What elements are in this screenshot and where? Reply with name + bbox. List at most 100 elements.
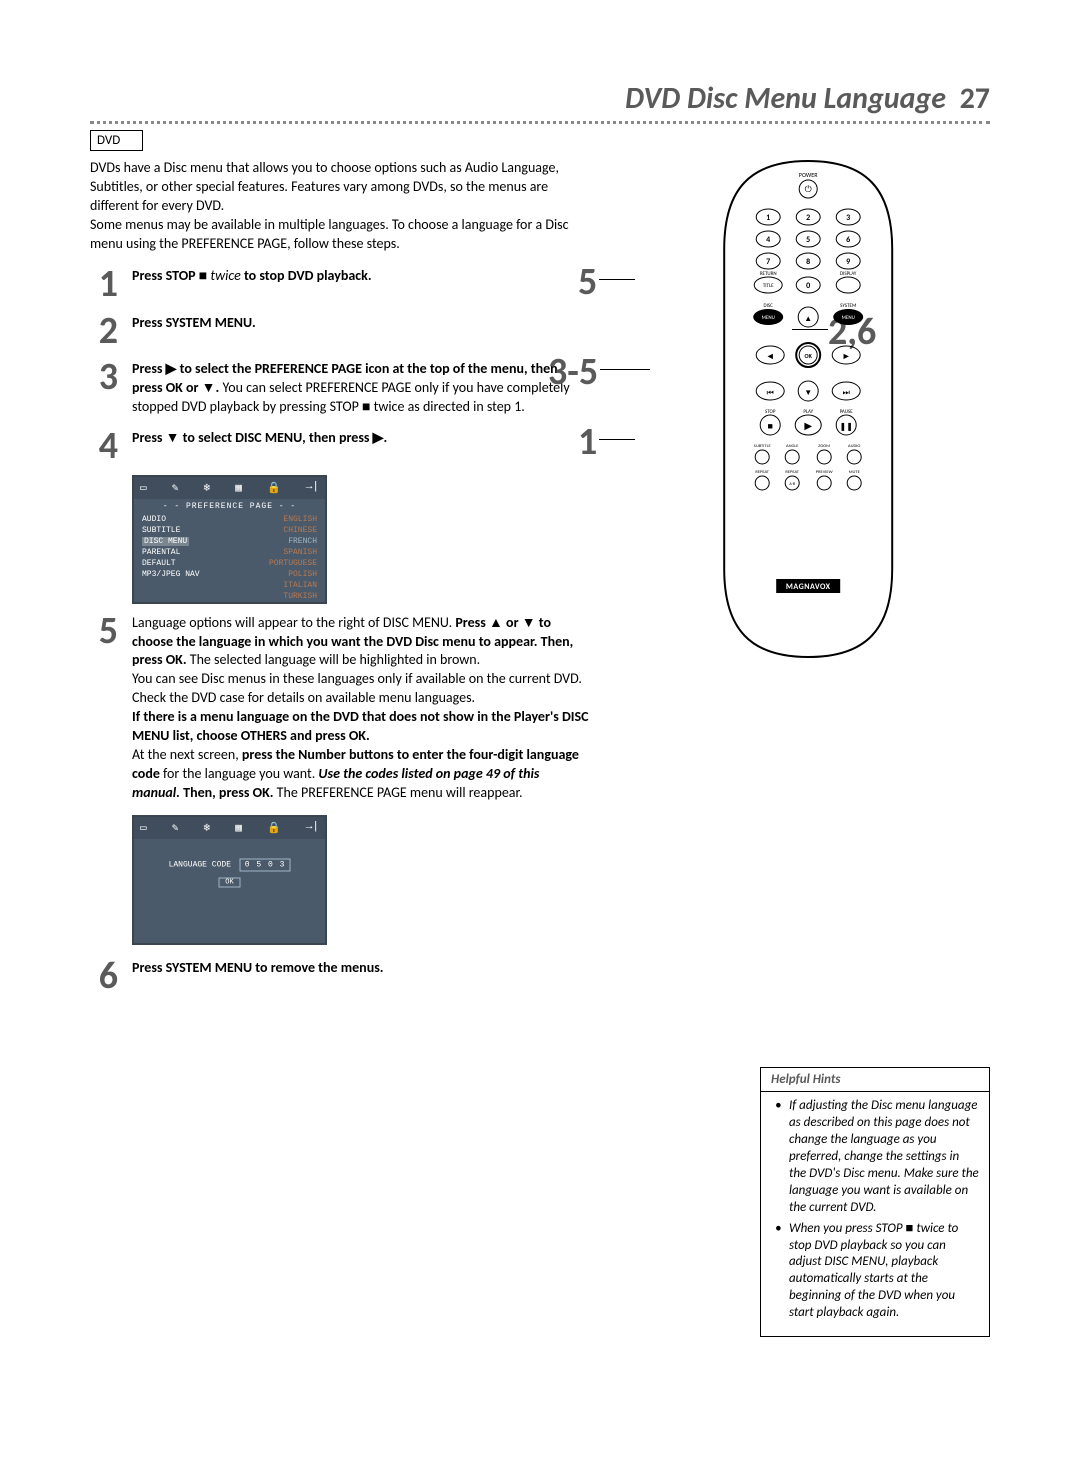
osd-row: PARENTALSPANISH xyxy=(134,547,325,558)
svg-text:■: ■ xyxy=(767,421,772,432)
svg-text:8: 8 xyxy=(806,257,810,267)
svg-text:▶: ▶ xyxy=(804,419,812,432)
osd-icon: 🔒 xyxy=(267,481,281,495)
step-3: 3Press ▶ to select the PREFERENCE PAGE i… xyxy=(90,360,590,417)
svg-text:POWER: POWER xyxy=(799,171,818,179)
svg-text:MUTE: MUTE xyxy=(849,470,861,475)
svg-text:DISC: DISC xyxy=(764,303,774,309)
osd-icon: ▭ xyxy=(140,481,147,495)
svg-text:◄: ◄ xyxy=(766,351,775,362)
osd-row: DISC MENUFRENCH xyxy=(134,536,325,547)
svg-text:MAGNAVOX: MAGNAVOX xyxy=(786,582,831,592)
hint-item: If adjusting the Disc menu language as d… xyxy=(781,1098,979,1216)
step-number: 4 xyxy=(90,429,118,463)
svg-text:SYSTEM: SYSTEM xyxy=(840,303,856,309)
svg-text:PREVIEW: PREVIEW xyxy=(816,470,833,475)
osd-row: AUDIOENGLISH xyxy=(134,514,325,525)
step-1: 1 Press STOP ■ twice to stop DVD playback… xyxy=(90,267,590,301)
helpful-hints-box: Helpful Hints If adjusting the Disc menu… xyxy=(760,1067,990,1337)
svg-text:REPEAT: REPEAT xyxy=(785,470,799,475)
page-number: 27 xyxy=(960,80,990,117)
svg-text:A-B: A-B xyxy=(789,482,795,487)
osd-icon: 🔒 xyxy=(267,821,281,835)
osd-preference-page: ▭✎❄▦🔒→|- - PREFERENCE PAGE - -AUDIOENGLI… xyxy=(132,475,327,604)
step-6: 6Press SYSTEM MENU to remove the menus. xyxy=(90,959,590,993)
svg-text:⏻: ⏻ xyxy=(805,184,812,195)
osd-row: SUBTITLECHINESE xyxy=(134,525,325,536)
svg-text:DISPLAY: DISPLAY xyxy=(840,271,857,277)
osd-row: TURKISH xyxy=(134,591,325,602)
step-number: 5 xyxy=(90,614,118,803)
svg-text:MENU: MENU xyxy=(842,315,855,321)
svg-text:MENU: MENU xyxy=(762,315,775,321)
divider-rule xyxy=(90,121,990,124)
svg-text:TITLE: TITLE xyxy=(763,283,774,289)
callout-lead xyxy=(600,369,650,370)
dvd-tag: DVD xyxy=(90,130,143,151)
svg-text:3: 3 xyxy=(846,213,850,223)
step-2: 2 Press SYSTEM MENU. xyxy=(90,314,590,348)
helpful-hints-title: Helpful Hints xyxy=(761,1068,989,1093)
svg-text:2: 2 xyxy=(806,213,810,223)
callout-3-5: 3-5 xyxy=(548,349,598,395)
step-body: Press ▶ to select the PREFERENCE PAGE ic… xyxy=(132,360,590,417)
osd-icon: ▭ xyxy=(140,821,147,835)
callout-lead xyxy=(599,279,635,280)
svg-text:5: 5 xyxy=(806,235,810,245)
svg-text:REPEAT: REPEAT xyxy=(755,470,769,475)
step-body: Press SYSTEM MENU. xyxy=(132,314,590,348)
osd-icon: →| xyxy=(306,481,319,495)
osd-code-label: LANGUAGE CODE 0 5 0 3 xyxy=(134,859,325,872)
svg-text:STOP: STOP xyxy=(765,409,776,415)
osd-language-code: ▭ ✎ ❄ ▦ 🔒 →| LANGUAGE CODE 0 5 0 3 OK xyxy=(132,815,327,945)
svg-text:ANGLE: ANGLE xyxy=(786,444,799,449)
osd-icon: →| xyxy=(306,821,319,835)
svg-text:1: 1 xyxy=(766,213,770,223)
svg-text:►: ► xyxy=(842,351,851,362)
step-body: Press ▼ to select DISC MENU, then press … xyxy=(132,429,590,463)
svg-text:SUBTITLE: SUBTITLE xyxy=(754,444,772,449)
svg-text:⏭: ⏭ xyxy=(843,388,850,398)
osd-ok-button: OK xyxy=(218,878,240,888)
svg-text:4: 4 xyxy=(766,235,770,245)
svg-text:AUDIO: AUDIO xyxy=(848,444,860,449)
hint-item: When you press STOP ■ twice to stop DVD … xyxy=(781,1221,979,1322)
osd-icon-row: ▭ ✎ ❄ ▦ 🔒 →| xyxy=(134,817,325,839)
osd-icon: ❄ xyxy=(203,481,210,495)
step-5: 5Language options will appear to the rig… xyxy=(90,614,590,803)
osd-icon: ▦ xyxy=(235,481,242,495)
svg-text:▲: ▲ xyxy=(804,314,812,324)
svg-text:❚❚: ❚❚ xyxy=(839,422,852,432)
step-number: 2 xyxy=(90,314,118,348)
svg-text:0: 0 xyxy=(806,281,810,291)
page-title: DVD Disc Menu Language 27 xyxy=(90,80,990,117)
step-4: 4 Press ▼ to select DISC MENU, then press… xyxy=(90,429,590,463)
svg-text:⏮: ⏮ xyxy=(767,388,774,398)
page-title-text: DVD Disc Menu Language xyxy=(625,80,946,117)
callout-1: 1 xyxy=(578,419,597,465)
osd-icon: ❄ xyxy=(203,821,210,835)
step-number: 1 xyxy=(90,267,118,301)
svg-text:7: 7 xyxy=(766,257,770,267)
osd-row: DEFAULTPORTUGUESE xyxy=(134,558,325,569)
svg-text:OK: OK xyxy=(805,352,813,360)
osd-icon: ▦ xyxy=(235,821,242,835)
remote-control-diagram: POWER ⏻ 1 2 3 4 5 6 7 8 9 RETURN xyxy=(716,159,900,659)
osd-row: MP3/JPEG NAVPOLISH xyxy=(134,569,325,580)
svg-text:9: 9 xyxy=(846,257,850,267)
intro-text: DVDs have a Disc menu that allows you to… xyxy=(90,159,590,253)
step-number: 6 xyxy=(90,959,118,993)
remote-wrap: 52,63-51 POWER ⏻ 1 2 3 4 5 6 7 xyxy=(608,159,990,679)
right-column: 52,63-51 POWER ⏻ 1 2 3 4 5 6 7 xyxy=(608,159,990,1005)
osd-row: ITALIAN xyxy=(134,580,325,591)
step-body: Press STOP ■ twice to stop DVD playback. xyxy=(132,267,590,301)
osd-icon: ✎ xyxy=(172,821,179,835)
svg-text:ZOOM: ZOOM xyxy=(818,444,830,449)
svg-text:PLAY: PLAY xyxy=(803,409,813,415)
callout-lead xyxy=(599,439,635,440)
osd-title: - - PREFERENCE PAGE - - xyxy=(134,499,325,514)
svg-text:RETURN: RETURN xyxy=(760,271,777,277)
left-column: DVDs have a Disc menu that allows you to… xyxy=(90,159,590,1005)
step-body: Language options will appear to the righ… xyxy=(132,614,590,803)
svg-text:▼: ▼ xyxy=(804,388,812,398)
